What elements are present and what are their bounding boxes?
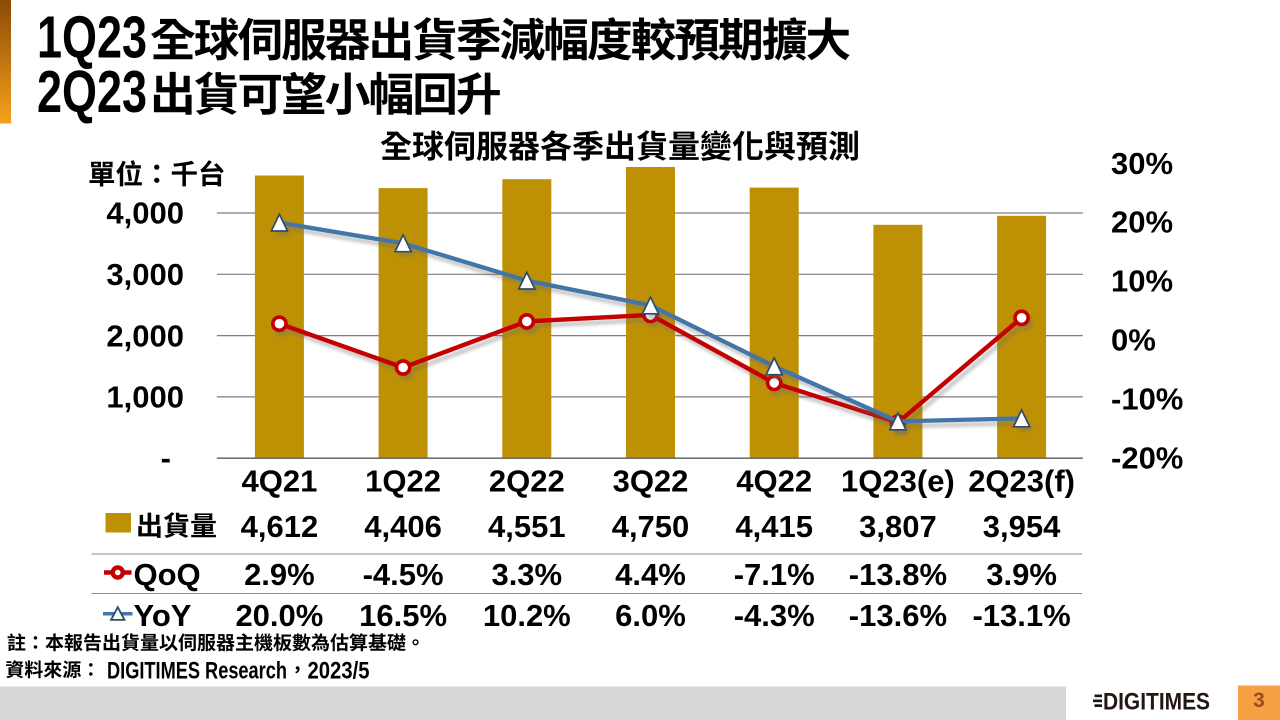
svg-text:4,551: 4,551 [488, 509, 566, 544]
svg-text:2,000: 2,000 [106, 318, 184, 353]
svg-text:1Q23(e): 1Q23(e) [841, 464, 955, 499]
svg-text:2Q23(f): 2Q23(f) [968, 464, 1075, 499]
svg-text:16.5%: 16.5% [359, 598, 447, 633]
svg-text:4,000: 4,000 [106, 196, 184, 231]
svg-text:2Q22: 2Q22 [489, 464, 565, 499]
svg-text:3: 3 [1253, 689, 1265, 712]
svg-text:3.3%: 3.3% [491, 557, 562, 592]
svg-text:4,612: 4,612 [241, 509, 319, 544]
svg-text:-13.1%: -13.1% [972, 598, 1070, 633]
svg-text:-4.3%: -4.3% [734, 598, 815, 633]
svg-text:4Q21: 4Q21 [241, 464, 317, 499]
svg-text:10.2%: 10.2% [483, 598, 571, 633]
svg-text:3Q22: 3Q22 [613, 464, 689, 499]
svg-text:4,406: 4,406 [364, 509, 442, 544]
svg-text:30%: 30% [1111, 146, 1173, 181]
svg-text:20%: 20% [1111, 205, 1173, 240]
svg-text:1,000: 1,000 [106, 380, 184, 415]
svg-text:-: - [161, 440, 171, 475]
svg-text:3,807: 3,807 [859, 509, 937, 544]
svg-text:-10%: -10% [1111, 382, 1183, 417]
svg-text:-13.8%: -13.8% [849, 557, 947, 592]
svg-text:1Q23: 1Q23 [37, 5, 147, 71]
svg-text:-13.6%: -13.6% [849, 598, 947, 633]
svg-text:2.9%: 2.9% [244, 557, 315, 592]
svg-text:DIGITIMES Research: DIGITIMES Research [107, 657, 287, 684]
svg-text:3.9%: 3.9% [986, 557, 1057, 592]
svg-text:4,750: 4,750 [612, 509, 690, 544]
svg-text:4Q22: 4Q22 [736, 464, 812, 499]
svg-text:-20%: -20% [1111, 441, 1183, 476]
svg-text:20.0%: 20.0% [235, 598, 323, 633]
svg-text:2023/5: 2023/5 [308, 657, 370, 684]
svg-text:-7.1%: -7.1% [734, 557, 815, 592]
svg-text:-4.5%: -4.5% [363, 557, 444, 592]
svg-text:6.0%: 6.0% [615, 598, 686, 633]
svg-text:4.4%: 4.4% [615, 557, 686, 592]
svg-text:DIGITIMES: DIGITIMES [1103, 689, 1210, 716]
svg-text:3,000: 3,000 [106, 257, 184, 292]
svg-text:4,415: 4,415 [735, 509, 813, 544]
svg-text:1Q22: 1Q22 [365, 464, 441, 499]
svg-text:2Q23: 2Q23 [37, 59, 147, 125]
svg-text:10%: 10% [1111, 264, 1173, 299]
svg-text:0%: 0% [1111, 323, 1156, 358]
svg-text:YoY: YoY [134, 598, 192, 633]
svg-text:3,954: 3,954 [983, 509, 1061, 544]
svg-text:QoQ: QoQ [134, 557, 201, 592]
